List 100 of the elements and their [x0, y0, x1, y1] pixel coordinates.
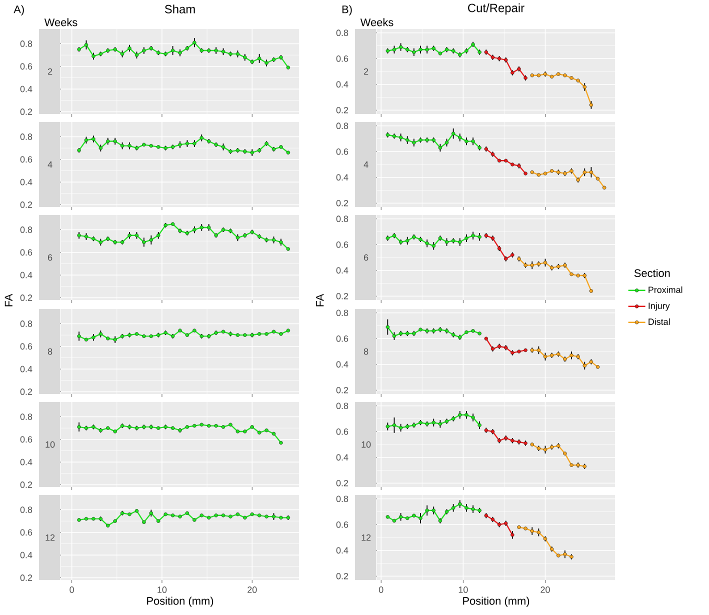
y-tick-label: 0.2: [336, 200, 348, 206]
point: [570, 354, 574, 358]
text: 10: [362, 441, 371, 448]
y-tick-label: 0.8: [20, 506, 32, 513]
legend-label: Distal: [648, 318, 670, 325]
point: [386, 424, 390, 428]
point: [471, 234, 475, 238]
text: 12: [362, 534, 371, 541]
point: [418, 516, 422, 520]
y-tick-label: 0.2: [20, 574, 32, 581]
x-axis-title: Position (mm): [463, 596, 530, 607]
point: [386, 325, 390, 329]
y-tick-label: 0.8: [336, 310, 348, 316]
y-axis-title: FA: [4, 294, 12, 306]
legend-title: Section: [634, 268, 670, 278]
y-tick-label: 0.2: [20, 108, 32, 115]
point: [406, 138, 410, 142]
y-tick-label: 0.8: [20, 40, 32, 47]
y-tick-label: 0.6: [336, 335, 348, 342]
point: [398, 136, 403, 140]
point: [536, 530, 541, 534]
text: Weeks: [360, 18, 394, 26]
chart-title: Cut/Repair: [468, 3, 524, 15]
y-tick-label: 0.8: [20, 414, 32, 420]
point: [458, 502, 462, 506]
point: [432, 244, 436, 248]
y-tick-label: 0.4: [20, 366, 32, 372]
y-tick-label: 0.8: [336, 122, 348, 130]
point: [392, 48, 396, 52]
point: [589, 103, 594, 107]
point: [392, 334, 396, 338]
point: [444, 240, 449, 244]
text: 2: [48, 68, 52, 75]
x-tick-label: 0: [378, 586, 384, 593]
text: 6: [364, 254, 368, 261]
point: [77, 425, 81, 429]
point: [582, 85, 586, 89]
point: [510, 533, 514, 537]
point: [257, 56, 262, 60]
point: [530, 529, 534, 533]
y-tick-label: 0.2: [336, 106, 348, 114]
y-tick-label: 0.8: [336, 30, 348, 36]
point: [543, 354, 548, 358]
y-tick-label: 0.4: [20, 552, 32, 558]
text: 8: [364, 348, 368, 355]
y-tick-label: 0.8: [336, 402, 348, 410]
point: [451, 506, 456, 510]
y-tick-label: 0.8: [20, 226, 32, 233]
y-tick-label: 0.2: [336, 292, 348, 300]
text: 4: [48, 161, 52, 168]
point: [444, 140, 449, 144]
text: B): [342, 5, 352, 16]
point: [478, 235, 482, 239]
point: [432, 420, 436, 424]
y-tick-label: 0.6: [20, 529, 32, 536]
point: [84, 43, 88, 47]
point: [530, 263, 534, 268]
point: [398, 426, 403, 430]
text: 8: [48, 348, 52, 355]
point: [77, 334, 81, 338]
y-tick-label: 0.6: [336, 55, 348, 62]
text: 4: [364, 161, 368, 168]
y-tick-label: 0.4: [20, 458, 32, 466]
y-tick-label: 0.6: [20, 156, 32, 163]
x-tick-label: 20: [248, 586, 257, 593]
point: [412, 140, 416, 144]
y-tick-label: 0.4: [336, 174, 348, 181]
point: [406, 238, 410, 243]
point: [458, 240, 462, 244]
chart-title: Sham: [164, 4, 195, 14]
point: [582, 170, 586, 174]
point: [398, 515, 403, 519]
y-tick-label: 0.2: [336, 386, 348, 394]
x-tick-label: 0: [70, 586, 74, 593]
point: [438, 422, 442, 426]
text: A): [14, 5, 24, 16]
y-tick-label: 0.6: [20, 63, 32, 70]
y-tick-label: 0.8: [336, 496, 348, 502]
x-tick-label: 10: [158, 586, 167, 593]
point: [418, 48, 422, 52]
legend-label: Proximal: [648, 286, 682, 293]
text: 10: [46, 441, 55, 448]
y-tick-label: 0.2: [20, 202, 32, 208]
y-tick-label: 0.2: [20, 482, 32, 488]
y-tick-label: 0.8: [336, 216, 348, 222]
point: [543, 448, 548, 452]
y-tick-label: 0.6: [336, 241, 348, 248]
point: [398, 45, 403, 49]
y-axis-title: FA: [316, 294, 324, 306]
point: [149, 238, 153, 242]
point: [458, 413, 462, 417]
y-tick-label: 0.4: [20, 178, 32, 186]
y-tick-label: 0.2: [20, 388, 32, 395]
y-tick-label: 0.4: [20, 272, 32, 278]
point: [589, 170, 594, 174]
y-tick-label: 0.4: [336, 547, 348, 554]
text: 12: [46, 534, 55, 541]
legend-label: Injury: [648, 302, 670, 311]
point: [536, 348, 541, 352]
point: [392, 423, 396, 428]
